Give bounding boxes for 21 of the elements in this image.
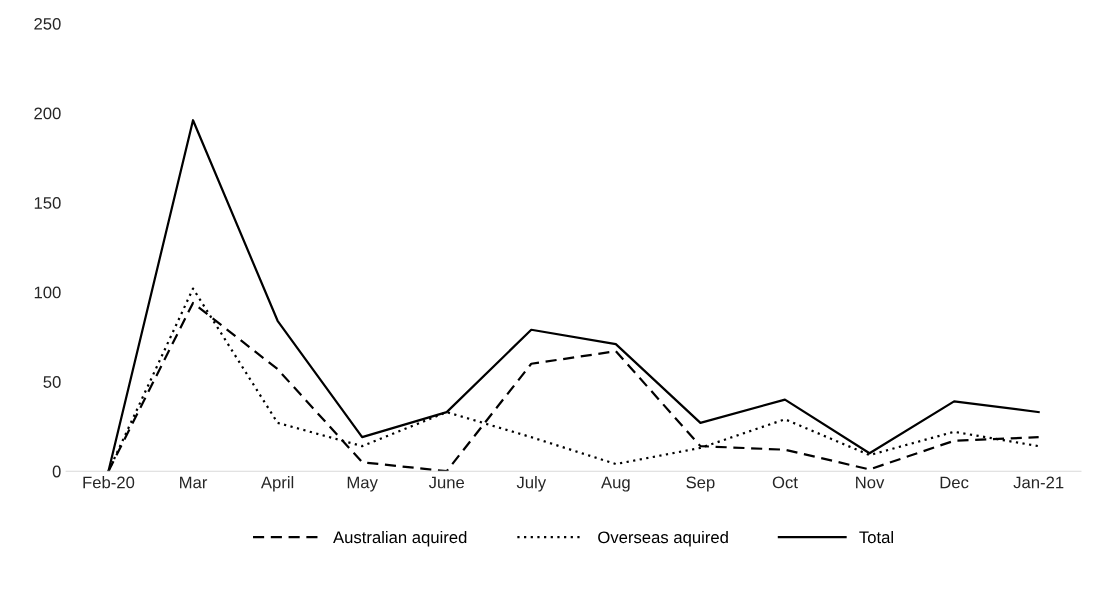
y-tick-label: 100 — [34, 286, 61, 299]
x-tick-label: April — [260, 476, 294, 492]
x-tick-label: Sep — [686, 476, 715, 492]
x-tick-label: Oct — [772, 476, 798, 489]
y-tick-label: 200 — [34, 107, 61, 120]
x-tick-label: Nov — [856, 476, 885, 489]
legend-label: Overseas aquired — [598, 530, 728, 547]
x-tick-label: Mar — [180, 476, 208, 489]
x-tick-label: July — [516, 476, 547, 492]
legend-label: Australian aquired — [333, 530, 467, 547]
x-tick-label: Jan-21 — [1013, 476, 1064, 489]
x-tick-label: Dec — [940, 476, 969, 489]
x-tick-label: May — [347, 476, 378, 492]
x-tick-label: June — [428, 476, 465, 489]
y-tick-label: 50 — [43, 376, 61, 388]
y-tick-label: 150 — [34, 197, 61, 209]
legend-label: Total — [859, 530, 893, 544]
x-tick-label: Feb-20 — [83, 476, 135, 489]
y-tick-label: 0 — [52, 465, 61, 478]
y-tick-label: 250 — [34, 17, 61, 30]
x-tick-label: Aug — [601, 476, 630, 492]
